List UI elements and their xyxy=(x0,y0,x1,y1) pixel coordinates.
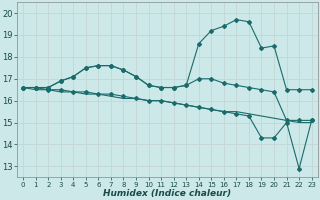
X-axis label: Humidex (Indice chaleur): Humidex (Indice chaleur) xyxy=(103,189,231,198)
